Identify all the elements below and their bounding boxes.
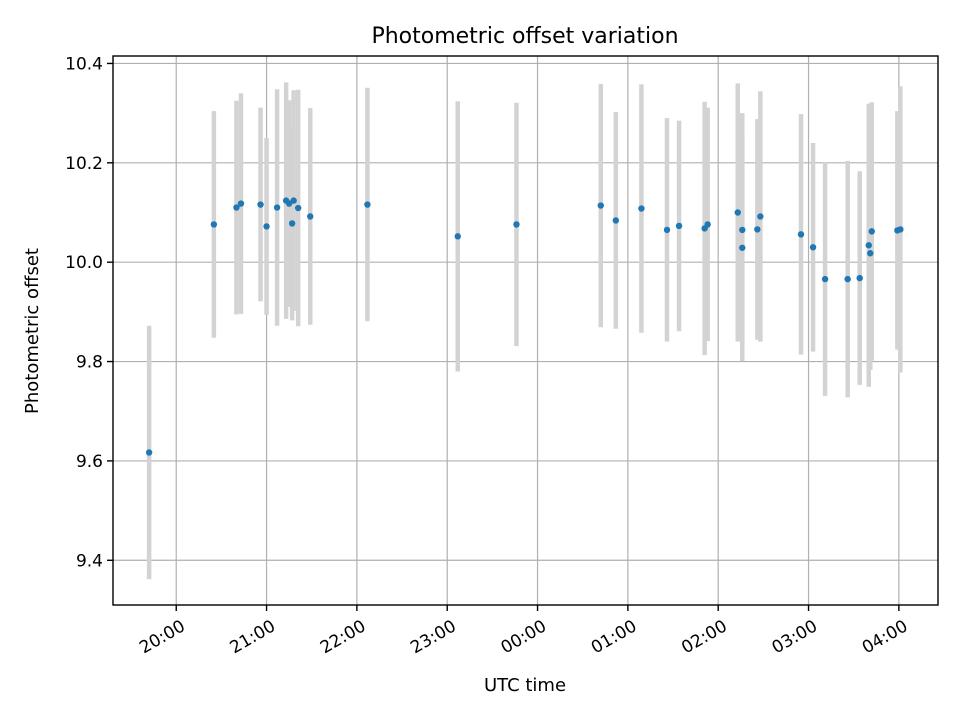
y-tick-label: 10.0 [65,253,103,273]
x-tick-label: 22:00 [317,616,369,658]
data-point [797,231,805,238]
data-point [145,449,153,456]
data-point [257,201,264,208]
x-tick-label: 21:00 [227,616,279,658]
x-axis-label: UTC time [484,675,566,696]
data-point [233,204,240,211]
data-point [844,275,851,283]
data-point [868,228,875,235]
data-point [263,223,270,230]
data-point [809,244,817,251]
data-point [237,200,245,207]
axis-ticks: 20:00 21:00 22:00 23:00 00:00 01:00 02:00 03:00… [65,54,911,658]
x-tick-label: 01:00 [588,616,640,658]
data-point [757,213,764,220]
y-tick-label: 9.8 [76,353,103,373]
data-point [675,222,683,230]
data-point [638,205,645,212]
data-point [865,242,872,249]
data-point [454,233,461,240]
data-point [285,200,293,207]
x-tick-label: 04:00 [859,616,911,658]
x-tick-label: 03:00 [769,616,821,658]
data-point [867,250,874,257]
chart-title: Photometric offset variation [371,24,678,49]
data-points [145,197,904,456]
data-point [821,275,829,283]
plot-frame [112,55,939,606]
x-tick-label: 02:00 [678,616,730,658]
data-point [307,213,314,220]
y-tick-label: 9.6 [76,452,103,472]
data-point [364,201,371,208]
data-point [290,197,297,204]
data-point [739,244,746,251]
y-axis-label: Photometric offset [22,248,43,414]
data-point [663,226,671,234]
x-tick-label: 20:00 [136,616,188,658]
error-bars [146,82,903,580]
data-point [294,204,302,212]
data-point [754,226,761,233]
data-point [739,226,746,234]
y-tick-label: 10.4 [65,54,103,74]
x-tick-label: 00:00 [498,616,550,658]
data-point [597,202,604,209]
data-point [288,220,296,227]
data-point [273,204,281,211]
data-point [210,221,218,228]
data-point [704,221,711,228]
data-point [513,221,520,228]
data-point [856,274,863,282]
x-tick-label: 23:00 [407,616,459,658]
y-tick-label: 9.4 [76,551,103,571]
data-point [612,217,620,224]
data-point [734,209,741,216]
data-point [897,226,904,233]
y-tick-label: 10.2 [65,154,103,174]
